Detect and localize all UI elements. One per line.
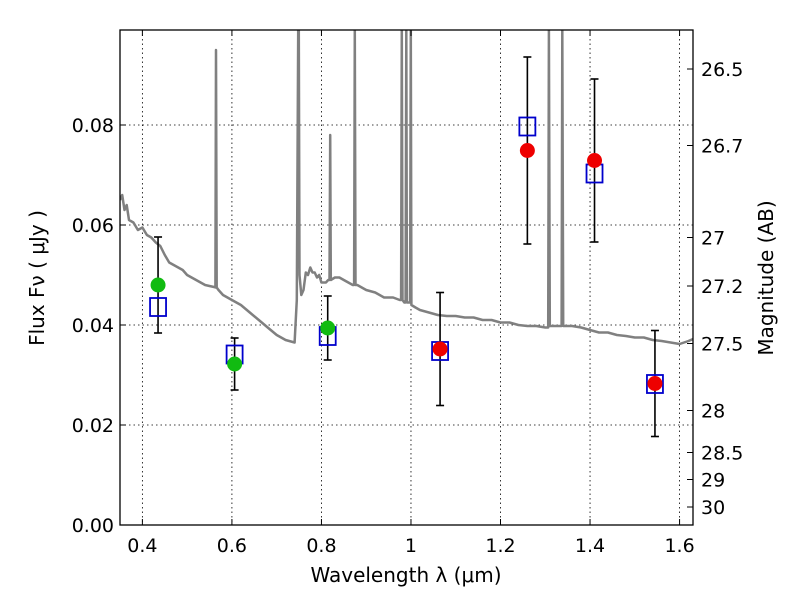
y2-tick-label: 29: [701, 470, 725, 492]
model-point-square: [518, 116, 537, 137]
data-point-circle: [587, 153, 603, 168]
y2-tick-label: 30: [701, 497, 725, 519]
ticks: 0.4 0.6 0.8 1 1.2 1.4 1.6 0.00 0.02 0.04 0.06 0.08 2…: [72, 30, 743, 557]
data-markers: [149, 116, 664, 394]
data-point-circle: [320, 320, 336, 336]
x-tick-label: 0.4: [127, 535, 157, 557]
y-tick-label: 0.00: [72, 515, 114, 537]
y-tick-label: 0.06: [72, 215, 114, 237]
y2-tick-label: 28.5: [701, 443, 743, 465]
model-point-square: [646, 374, 664, 394]
data-point-circle: [519, 143, 535, 158]
y2-tick-label: 27: [701, 228, 725, 250]
y2-tick-label: 27.5: [701, 334, 743, 356]
plot-frame: [119, 29, 694, 526]
y2-tick-label: 28: [701, 401, 725, 423]
x-tick-label: 0.8: [306, 535, 336, 557]
x-tick-label: 1: [405, 535, 417, 557]
x-tick-label: 1.6: [664, 535, 694, 557]
y2-axis-label: Magnitude (AB): [754, 200, 778, 355]
y-axis-label: Flux Fν ( μJy ): [25, 210, 49, 346]
spectrum-line: [120, 30, 693, 346]
model-spectrum: [120, 30, 693, 346]
data-point-circle: [227, 356, 243, 372]
y2-tick-label: 26.7: [701, 136, 743, 158]
y2-tick-label: 26.5: [701, 59, 743, 81]
y-tick-label: 0.04: [72, 315, 114, 337]
x-axis-label: Wavelength λ (μm): [310, 563, 501, 587]
data-point-circle: [647, 376, 663, 391]
data-point-circle: [150, 277, 166, 293]
y2-tick-label: 27.2: [701, 276, 743, 298]
y-tick-label: 0.02: [72, 415, 114, 437]
data-point-circle: [432, 341, 448, 357]
model-point-square: [149, 297, 167, 317]
x-tick-label: 1.4: [575, 535, 605, 557]
y-tick-label: 0.08: [72, 115, 114, 137]
x-tick-label: 1.2: [485, 535, 515, 557]
x-tick-label: 0.6: [217, 535, 247, 557]
